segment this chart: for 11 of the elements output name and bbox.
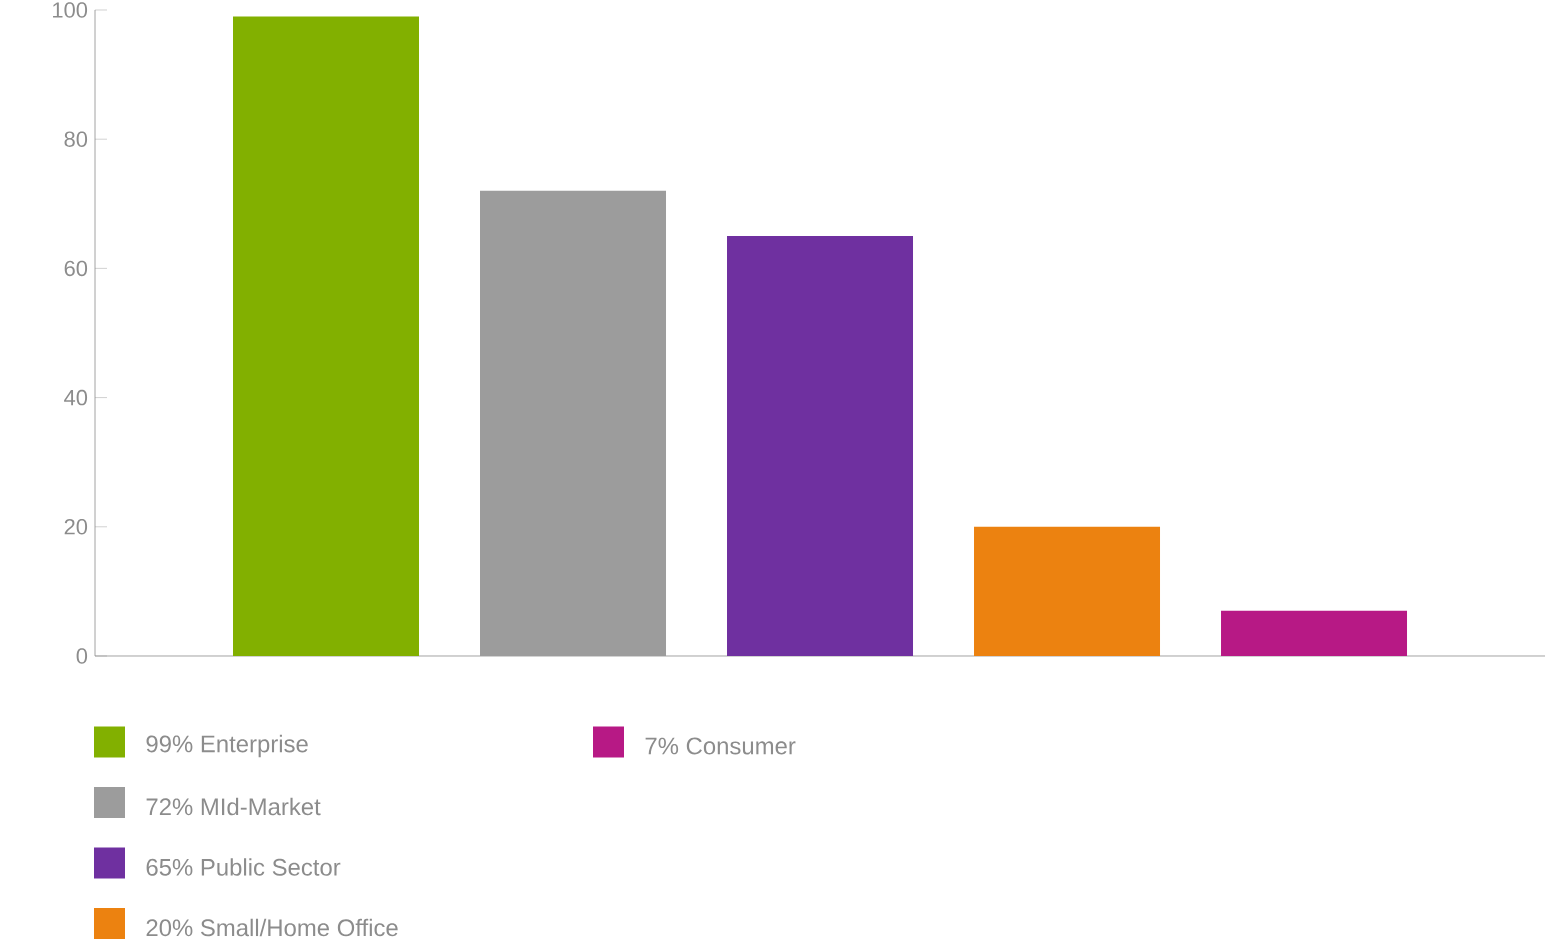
y-tick-label: 40: [64, 389, 88, 406]
legend-label: 7% Consumer: [645, 737, 796, 755]
legend-label: 65% Public Sector: [146, 858, 341, 876]
legend-label: 72% MId-Market: [146, 797, 321, 816]
y-tick-label: 100: [53, 2, 88, 18]
y-tick-label: 0: [76, 648, 88, 664]
y-tick-label: 60: [64, 260, 88, 277]
legend-label: 20% Small/Home Office: [146, 918, 398, 937]
y-tick-label: 20: [64, 519, 88, 535]
y-tick-label: 80: [64, 131, 88, 147]
legend-label: 99% Enterprise: [146, 734, 308, 758]
